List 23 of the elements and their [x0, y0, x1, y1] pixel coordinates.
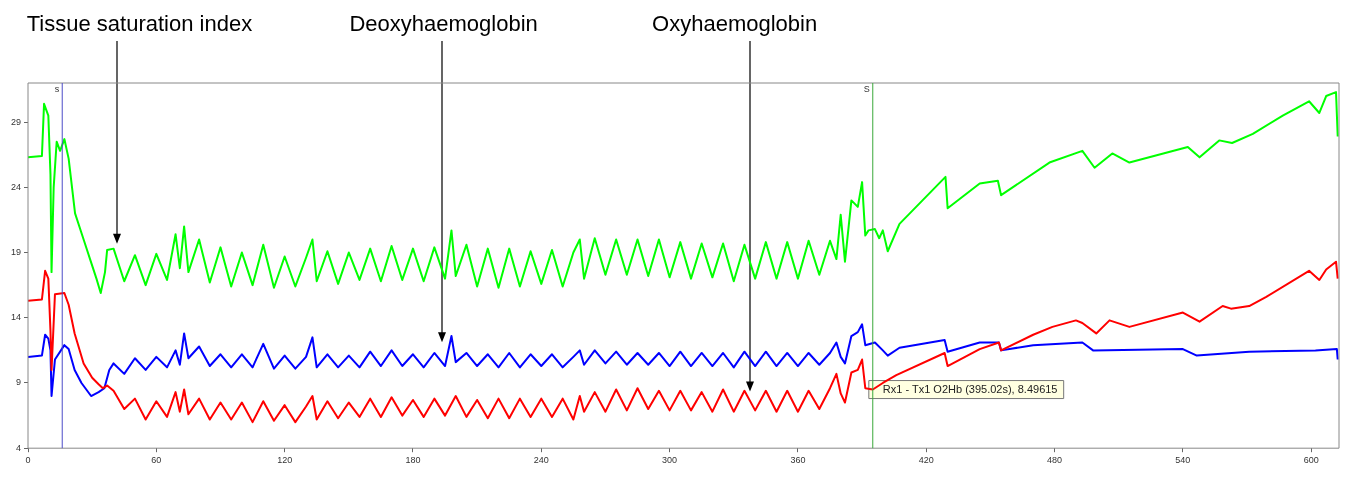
ref-line-label: S [863, 83, 870, 94]
y-tick-label: 14 [11, 312, 22, 323]
text: Deoxyhaemoglobin [349, 11, 538, 37]
text: Tissue saturation index [26, 11, 253, 37]
x-tick-label: 420 [918, 455, 934, 466]
y-tick-label: 4 [16, 442, 22, 453]
x-tick-label: 300 [662, 455, 678, 466]
x-tick-label: 120 [277, 455, 293, 466]
y-tick-label: 24 [11, 181, 22, 192]
y-tick-label: 29 [11, 116, 22, 127]
ref-line-label: s [54, 83, 60, 94]
text: Oxyhaemoglobin [652, 11, 818, 37]
x-tick-label: 0 [25, 455, 31, 466]
x-tick-label: 240 [533, 455, 549, 466]
annotation: Rx1 - Tx1 O2Hb (395.02s), 8.49615 [882, 382, 1058, 395]
x-tick-label: 600 [1303, 455, 1319, 466]
x-tick-label: 60 [151, 455, 162, 466]
x-tick-label: 180 [405, 455, 421, 466]
y-tick-label: 19 [11, 247, 22, 258]
x-tick-label: 540 [1175, 455, 1191, 466]
x-tick-label: 360 [790, 455, 806, 466]
y-tick-label: 9 [16, 377, 22, 388]
x-tick-label: 480 [1047, 455, 1063, 466]
